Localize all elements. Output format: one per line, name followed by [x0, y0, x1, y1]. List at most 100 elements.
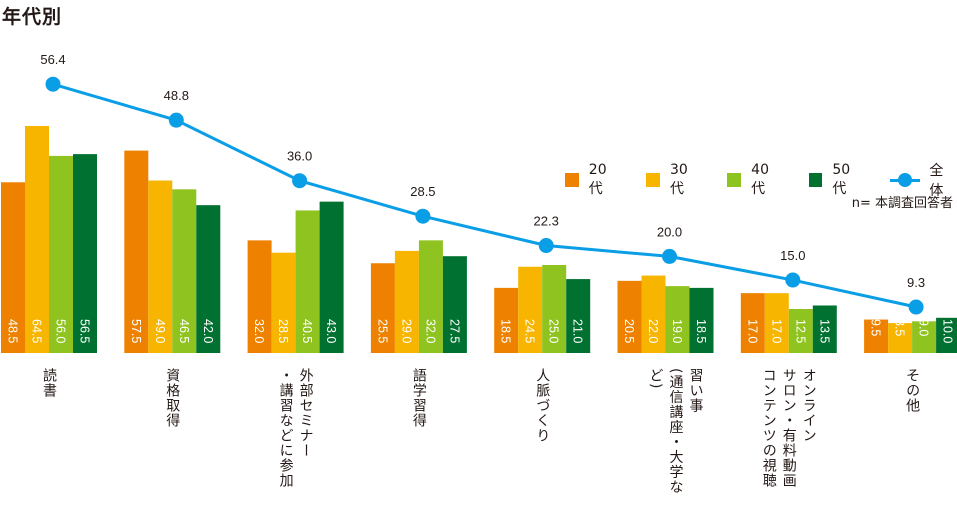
category-label-line: ・講習などに参加	[277, 368, 294, 488]
bar-value-label: 57.5	[129, 319, 143, 343]
line-point-total-3	[415, 208, 431, 224]
legend-item-20s: 20代	[565, 162, 620, 198]
line-point-total-6	[785, 272, 801, 288]
bar-value-label: 10.0	[941, 319, 955, 343]
bar-50代-6	[812, 305, 837, 353]
bar-50代-0	[73, 154, 97, 353]
category-label-line: (通信講座・大学など)	[647, 368, 684, 495]
category-label-line: サロン・有料動画	[780, 368, 797, 488]
category-label: 資格取得	[162, 368, 182, 428]
legend-item-40s: 40代	[727, 162, 782, 198]
line-value-label: 15.0	[780, 248, 805, 263]
sample-note: n= 本調査回答者	[851, 196, 953, 211]
line-point-total-1	[168, 112, 184, 128]
bar-40代-7	[912, 321, 937, 353]
line-value-label: 56.4	[40, 52, 65, 67]
legend: 20代 30代 40代 50代 全体	[565, 160, 957, 200]
bar-50代-5	[689, 287, 714, 353]
bar-20代-1	[124, 150, 149, 353]
bar-value-label: 48.5	[6, 319, 20, 343]
bar-value-label: 32.0	[423, 319, 437, 343]
category-label-line: コンテンツの視聴	[760, 368, 777, 488]
category-label: 人脈づくり	[532, 368, 552, 443]
bar-value-label: 43.0	[324, 319, 338, 343]
category-label: オンライン サロン・有料動画 コンテンツの視聴	[759, 368, 819, 488]
category-label-line: 人脈づくり	[534, 368, 551, 443]
bar-value-label: 64.5	[30, 319, 44, 343]
bar-value-label: 9.5	[869, 319, 883, 336]
bar-30代-4	[518, 266, 543, 353]
bar-40代-5	[665, 286, 690, 353]
legend-line-marker-icon	[889, 173, 920, 187]
bar-20代-7	[864, 319, 889, 353]
chart-title: 年代別	[2, 6, 63, 28]
legend-item-total: 全体	[889, 160, 957, 200]
bar-30代-7	[888, 323, 913, 353]
legend-item-50s: 50代	[808, 162, 864, 198]
bar-value-label: 25.0	[547, 319, 561, 343]
bar-20代-0	[1, 182, 25, 353]
bar-value-label: 42.0	[201, 319, 215, 343]
category-label-line: オンライン	[800, 368, 817, 443]
category-label-line: 外部セミナー	[297, 368, 314, 458]
line-value-label: 36.0	[287, 149, 312, 164]
bar-value-label: 32.0	[252, 319, 266, 343]
line-value-label: 48.8	[164, 88, 189, 103]
bar-30代-5	[641, 275, 666, 353]
legend-swatch-40s	[727, 173, 742, 187]
bar-30代-1	[148, 180, 173, 353]
bar-50代-7	[936, 317, 957, 353]
bar-value-label: 56.0	[54, 319, 68, 343]
line-point-total-5	[662, 248, 677, 264]
category-label: その他	[902, 368, 922, 413]
bar-value-label: 21.0	[571, 319, 585, 343]
bar-20代-3	[370, 263, 395, 353]
bar-value-label: 19.0	[670, 319, 684, 343]
line-value-label: 9.3	[907, 275, 925, 290]
bar-value-label: 22.0	[646, 319, 660, 343]
category-label: 語学習得	[409, 368, 429, 428]
bar-20代-6	[740, 293, 765, 353]
bar-value-label: 40.5	[300, 319, 314, 343]
bar-30代-0	[25, 125, 49, 354]
bar-40代-6	[788, 309, 813, 353]
bar-30代-6	[764, 293, 789, 353]
bar-value-label: 12.5	[793, 319, 807, 343]
category-label-line: 読書	[41, 368, 57, 398]
bar-value-label: 24.5	[523, 319, 537, 343]
line-value-label: 28.5	[410, 184, 435, 199]
bar-value-label: 20.5	[622, 319, 636, 343]
legend-item-30s: 30代	[646, 162, 701, 198]
line-value-label: 20.0	[657, 224, 682, 239]
bar-40代-0	[49, 155, 73, 353]
bar-20代-2	[247, 240, 272, 353]
bar-value-label: 46.5	[177, 319, 191, 343]
bar-value-label: 17.0	[769, 319, 783, 343]
bar-value-label: 8.5	[893, 319, 907, 336]
line-value-label: 22.3	[534, 214, 559, 229]
bar-value-label: 17.0	[745, 319, 759, 343]
legend-label-40s: 40代	[751, 162, 769, 197]
bar-30代-3	[394, 250, 419, 353]
legend-label-20s: 20代	[588, 162, 607, 197]
category-label: 読書	[39, 368, 59, 398]
legend-label-total: 全体	[929, 163, 944, 199]
legend-swatch-30s	[646, 173, 660, 187]
line-point-total-0	[45, 76, 61, 92]
category-label: 外部セミナー ・講習などに参加	[276, 368, 316, 488]
bar-50代-4	[566, 279, 591, 353]
bar-value-label: 28.5	[276, 319, 290, 343]
bar-40代-4	[542, 265, 567, 353]
bar-20代-5	[617, 280, 642, 353]
bar-value-label: 29.0	[399, 319, 413, 343]
bar-50代-1	[196, 205, 221, 353]
bar-value-label: 56.5	[78, 319, 92, 343]
bar-20代-4	[494, 287, 519, 353]
bar-value-label: 18.5	[499, 319, 513, 343]
category-label-line: 資格取得	[164, 368, 181, 428]
legend-label-50s: 50代	[832, 162, 851, 197]
legend-swatch-50s	[808, 173, 823, 187]
bar-value-label: 13.5	[817, 319, 831, 343]
category-label-line: その他	[904, 368, 921, 413]
